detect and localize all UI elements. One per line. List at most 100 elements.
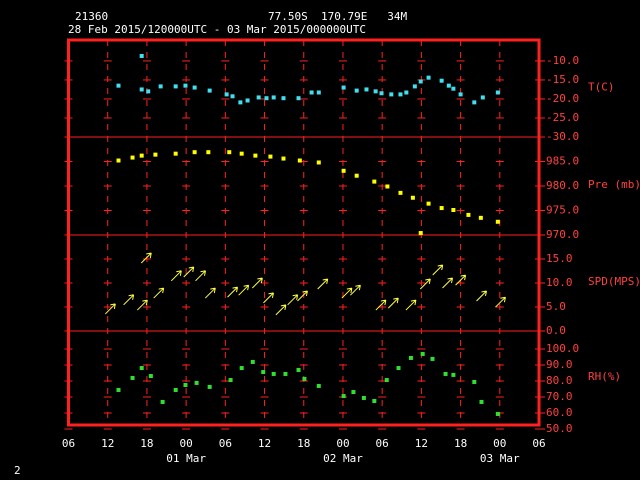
data-point [239,151,244,156]
data-point [256,95,261,100]
wind-arrow [195,270,206,282]
data-point [398,92,403,97]
y-tick-label: 90.0 [546,358,573,371]
x-tick-label: 18 [454,437,467,450]
data-point [404,90,409,95]
data-point [245,98,250,103]
data-point [495,90,500,95]
data-point [316,160,321,165]
data-point [173,84,178,89]
data-point [116,387,121,392]
data-point [302,376,307,381]
data-point [439,206,444,211]
data-point [207,384,212,389]
data-point [268,154,273,159]
data-point [239,366,244,371]
data-point [116,158,121,163]
data-point [384,378,389,383]
data-point [296,96,301,101]
wind-arrow [341,287,353,299]
data-point [495,411,500,416]
data-point [130,375,135,380]
x-tick-label: 12 [101,437,114,450]
y-tick-label: 970.0 [546,228,579,241]
y-tick-label: 100.0 [546,342,579,355]
data-point [283,371,288,376]
wind-arrow [297,290,308,302]
y-tick-label: 985.0 [546,155,579,168]
wind-arrow [350,284,361,296]
data-point [478,215,483,220]
data-point [230,94,235,99]
data-point [418,231,423,236]
data-point [426,75,431,80]
data-point [139,153,144,158]
data-point [341,168,346,173]
data-point [238,100,243,105]
wind-arrow [476,290,487,302]
data-point [354,173,359,178]
data-point [430,356,435,361]
y-axis-label: T(C) [588,81,615,94]
data-point [153,152,158,157]
data-point [261,370,266,375]
wind-arrow [263,292,274,304]
data-point [271,95,276,100]
frame [67,38,541,427]
data-point [410,195,415,200]
wind-arrow [136,299,148,311]
y-tick-label: 60.0 [546,406,573,419]
data-point [250,359,255,364]
data-point [173,151,178,156]
x-tick-label: 00 [336,437,349,450]
date-label: 02 Mar [323,452,363,465]
data-point [192,150,197,155]
wind-arrow [375,299,387,311]
data-point [139,87,144,92]
data-point [372,399,377,403]
period: 28 Feb 2015/120000UTC - 03 Mar 2015/0000… [68,23,366,36]
data-point [316,90,321,95]
data-point [443,371,448,376]
data-point [173,387,178,392]
x-tick-label: 00 [180,437,193,450]
wind-arrow [170,270,182,282]
data-point [495,219,500,224]
y-axis-label: SPD(MPS) [588,275,640,288]
data-point [451,372,456,377]
wind-arrow [238,284,250,296]
y-tick-label: 80.0 [546,374,573,387]
data-point [309,90,314,95]
wind-arrow [123,294,135,306]
data-point [341,394,346,399]
wind-arrow [153,287,165,299]
data-point [130,155,135,160]
wind-arrow [317,278,329,290]
data-point [398,190,403,195]
data-point [385,184,390,189]
data-point [148,374,153,379]
data-point [281,96,286,101]
data-point [139,53,144,58]
data-point [297,158,302,163]
data-point [472,379,477,384]
y-axis-label: Pre (mb) [588,178,640,191]
wind-arrow [495,296,506,308]
data-point [271,371,276,376]
data-point [466,212,471,217]
date-label: 03 Mar [480,452,520,465]
x-tick-label: 06 [532,437,545,450]
wind-arrow [432,264,444,276]
data-point [420,351,425,356]
y-tick-label: 15.0 [546,252,573,265]
wind-arrow [140,252,152,264]
x-tick-label: 18 [140,437,153,450]
data-point [228,378,233,383]
data-point [439,78,444,83]
data-point [227,150,232,155]
data-point [480,95,485,100]
data-point [183,83,188,88]
y-tick-label: 980.0 [546,179,579,192]
data-point [372,179,377,184]
y-tick-label: -30.0 [546,130,579,143]
